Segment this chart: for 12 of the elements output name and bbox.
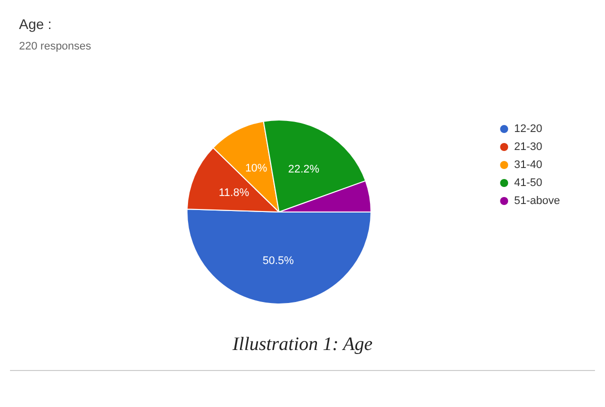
legend-label: 21-30	[514, 141, 542, 153]
legend-label: 51-above	[514, 195, 560, 207]
text: Age :	[19, 16, 52, 32]
data-label: 50.5%	[262, 254, 294, 267]
legend-label: 12-20	[514, 123, 542, 135]
data-label: 10%	[245, 162, 268, 175]
data-label: 22.2%	[288, 164, 320, 176]
legend-label: 31-40	[514, 159, 542, 171]
legend-label: 41-50	[514, 177, 542, 189]
text: 220 responses	[19, 40, 92, 52]
data-label: 11.8%	[218, 186, 250, 199]
text: Illustration 1: Age	[231, 334, 374, 356]
